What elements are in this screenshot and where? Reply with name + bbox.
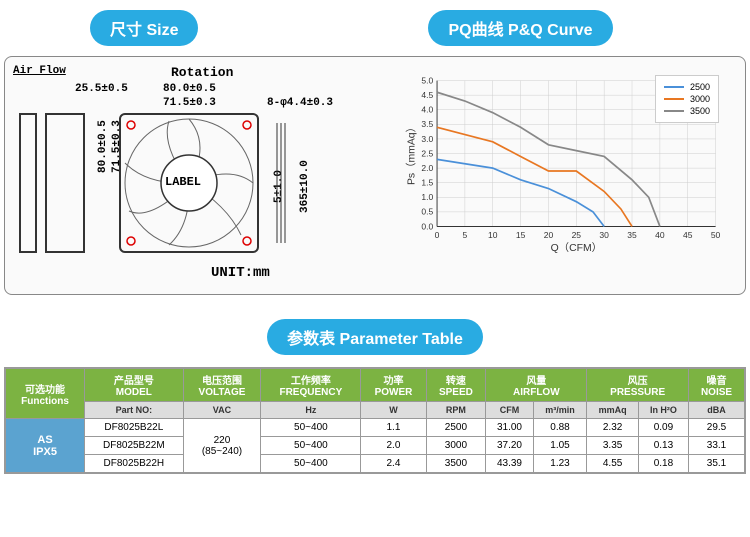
svg-text:15: 15 [516, 230, 526, 240]
side-view-2 [45, 113, 85, 253]
svg-text:4.5: 4.5 [421, 90, 433, 100]
dim-left-outer: 80.0±0.5 [97, 120, 109, 173]
svg-text:Ps（mmAq）: Ps（mmAq） [405, 122, 417, 185]
svg-text:35: 35 [627, 230, 637, 240]
chart-legend: 250030003500 [655, 75, 719, 123]
label-text: LABEL [165, 175, 201, 189]
svg-text:5: 5 [463, 230, 468, 240]
svg-text:30: 30 [599, 230, 609, 240]
dim-top-inner: 71.5±0.3 [163, 97, 216, 109]
svg-text:2.5: 2.5 [421, 148, 433, 158]
svg-text:4.0: 4.0 [421, 105, 433, 115]
unit-label: UNIT:mm [211, 265, 270, 281]
top-section: Air Flow Rotation 25.5±0.5 80.0±0.5 71.5… [4, 56, 746, 295]
wire-icon [269, 123, 329, 273]
air-flow-label: Air Flow [13, 65, 66, 77]
svg-text:3.0: 3.0 [421, 134, 433, 144]
svg-text:10: 10 [488, 230, 498, 240]
front-view: LABEL [119, 113, 259, 253]
svg-text:Q（CFM）: Q（CFM） [551, 242, 602, 253]
svg-text:0.0: 0.0 [421, 221, 433, 231]
dim-hole: 8-φ4.4±0.3 [267, 97, 333, 109]
pq-chart: 0.0 0.5 1.0 1.5 2.0 2.5 3.0 3.5 4.0 4.5 5.0 0 5 10 15 2… [359, 63, 739, 288]
param-table: 可选功能Functions产品型号MODEL电压范围VOLTAGE工作频率FRE… [4, 367, 746, 474]
size-diagram: Air Flow Rotation 25.5±0.5 80.0±0.5 71.5… [11, 63, 351, 285]
svg-text:40: 40 [655, 230, 665, 240]
svg-text:45: 45 [683, 230, 693, 240]
side-view-1 [19, 113, 37, 253]
svg-text:1.5: 1.5 [421, 178, 433, 188]
dim-thickness: 25.5±0.5 [75, 83, 128, 95]
svg-text:0: 0 [435, 230, 440, 240]
param-header: 参数表 Parameter Table [267, 319, 483, 355]
param-header-row: 参数表 Parameter Table [0, 319, 750, 355]
top-headers: 尺寸 Size PQ曲线 P&Q Curve [0, 0, 750, 56]
svg-text:25: 25 [572, 230, 582, 240]
size-header: 尺寸 Size [90, 10, 198, 46]
svg-text:0.5: 0.5 [421, 207, 433, 217]
svg-text:3.5: 3.5 [421, 119, 433, 129]
svg-text:1.0: 1.0 [421, 192, 433, 202]
svg-text:20: 20 [544, 230, 554, 240]
svg-text:5.0: 5.0 [421, 75, 433, 85]
svg-text:50: 50 [711, 230, 721, 240]
pq-header: PQ曲线 P&Q Curve [428, 10, 612, 46]
dim-top-outer: 80.0±0.5 [163, 83, 216, 95]
rotation-label: Rotation [171, 65, 233, 80]
svg-text:2.0: 2.0 [421, 163, 433, 173]
